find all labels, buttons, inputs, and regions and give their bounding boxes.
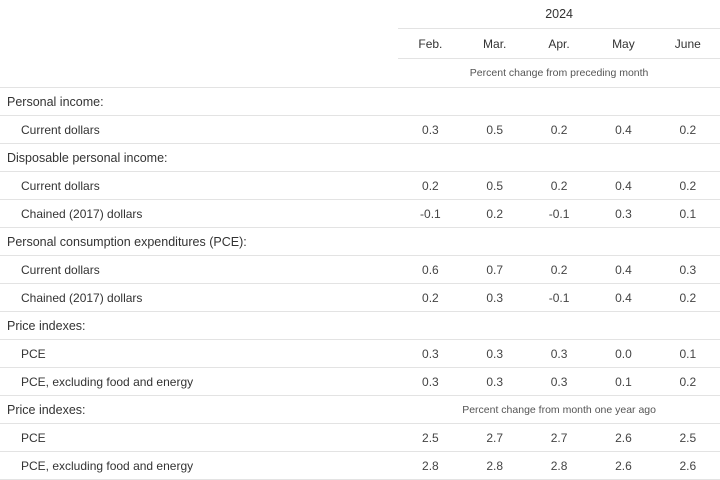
row-label: PCE, excluding food and energy <box>0 451 399 480</box>
value-cell: 0.4 <box>591 283 656 312</box>
section-row: Personal consumption expenditures (PCE): <box>0 227 720 256</box>
value-cell: 0.3 <box>462 367 527 396</box>
value-cell: 0.2 <box>526 115 592 144</box>
unit-label-yearly: Percent change from month one year ago <box>398 395 720 424</box>
value-cell: 2.7 <box>462 423 527 452</box>
table-row: Current dollars 0.2 0.5 0.2 0.4 0.2 <box>0 171 720 200</box>
row-label: PCE, excluding food and energy <box>0 367 399 396</box>
table-row: PCE 0.3 0.3 0.3 0.0 0.1 <box>0 339 720 368</box>
value-cell: 2.6 <box>591 423 656 452</box>
unit-label-monthly: Percent change from preceding month <box>398 58 720 88</box>
row-label: Current dollars <box>0 115 399 144</box>
table-row: PCE, excluding food and energy 2.8 2.8 2… <box>0 451 720 480</box>
value-cell: 0.3 <box>655 255 720 284</box>
value-cell: 0.2 <box>655 367 720 396</box>
year-header: 2024 <box>398 0 720 29</box>
value-cell: 0.4 <box>591 115 656 144</box>
section-label: Disposable personal income: <box>0 143 399 172</box>
row-label: PCE <box>0 339 399 368</box>
value-cell: 0.7 <box>462 255 527 284</box>
table-row: Current dollars 0.3 0.5 0.2 0.4 0.2 <box>0 115 720 144</box>
value-cell: 2.5 <box>655 423 720 452</box>
table-row: Chained (2017) dollars -0.1 0.2 -0.1 0.3… <box>0 199 720 228</box>
value-cell: 0.5 <box>462 115 527 144</box>
value-cell: 0.4 <box>591 171 656 200</box>
value-cell: 0.3 <box>591 199 656 228</box>
value-cell: 0.1 <box>591 367 656 396</box>
table-row: PCE 2.5 2.7 2.7 2.6 2.5 <box>0 423 720 452</box>
value-cell: 2.6 <box>655 451 720 480</box>
value-cell: 0.3 <box>462 339 527 368</box>
value-cell: 0.4 <box>591 255 656 284</box>
month-header-row: Feb. Mar. Apr. May June <box>0 28 720 59</box>
row-label: Current dollars <box>0 171 399 200</box>
value-cell: 0.2 <box>526 255 592 284</box>
value-cell: 0.5 <box>462 171 527 200</box>
value-cell: 0.2 <box>462 199 527 228</box>
section-label: Personal income: <box>0 87 399 116</box>
value-cell: 0.2 <box>398 171 463 200</box>
value-cell: 0.2 <box>655 115 720 144</box>
row-label: PCE <box>0 423 399 452</box>
value-cell: 0.2 <box>398 283 463 312</box>
value-cell: 2.7 <box>526 423 592 452</box>
value-cell: 0.3 <box>398 115 463 144</box>
value-cell: 0.3 <box>526 367 592 396</box>
value-cell: 0.3 <box>398 367 463 396</box>
value-cell: -0.1 <box>526 199 592 228</box>
section-row: Personal income: <box>0 87 720 116</box>
section-row: Disposable personal income: <box>0 143 720 172</box>
value-cell: 0.2 <box>526 171 592 200</box>
value-cell: 0.3 <box>462 283 527 312</box>
value-cell: 2.6 <box>591 451 656 480</box>
row-label: Current dollars <box>0 255 399 284</box>
section-row: Price indexes: <box>0 311 720 340</box>
row-label: Chained (2017) dollars <box>0 199 399 228</box>
value-cell: 2.8 <box>526 451 592 480</box>
value-cell: 2.8 <box>462 451 527 480</box>
month-header: May <box>591 28 656 59</box>
month-header: Mar. <box>462 28 527 59</box>
value-cell: 2.8 <box>398 451 463 480</box>
unit-row-monthly: Percent change from preceding month <box>0 58 720 88</box>
section-label: Price indexes: <box>0 395 399 424</box>
month-header: Feb. <box>398 28 463 59</box>
value-cell: 0.3 <box>526 339 592 368</box>
value-cell: -0.1 <box>526 283 592 312</box>
month-header: June <box>655 28 720 59</box>
value-cell: 2.5 <box>398 423 463 452</box>
value-cell: 0.0 <box>591 339 656 368</box>
value-cell: 0.3 <box>398 339 463 368</box>
value-cell: 0.1 <box>655 199 720 228</box>
value-cell: 0.1 <box>655 339 720 368</box>
table-row: PCE, excluding food and energy 0.3 0.3 0… <box>0 367 720 396</box>
section-label: Price indexes: <box>0 311 399 340</box>
section-row: Price indexes: Percent change from month… <box>0 395 720 424</box>
row-label: Chained (2017) dollars <box>0 283 399 312</box>
value-cell: 0.2 <box>655 171 720 200</box>
year-header-row: 2024 <box>0 0 720 29</box>
value-cell: -0.1 <box>398 199 463 228</box>
month-header: Apr. <box>526 28 592 59</box>
table-row: Current dollars 0.6 0.7 0.2 0.4 0.3 <box>0 255 720 284</box>
table-row: Chained (2017) dollars 0.2 0.3 -0.1 0.4 … <box>0 283 720 312</box>
section-label: Personal consumption expenditures (PCE): <box>0 227 399 256</box>
value-cell: 0.6 <box>398 255 463 284</box>
value-cell: 0.2 <box>655 283 720 312</box>
